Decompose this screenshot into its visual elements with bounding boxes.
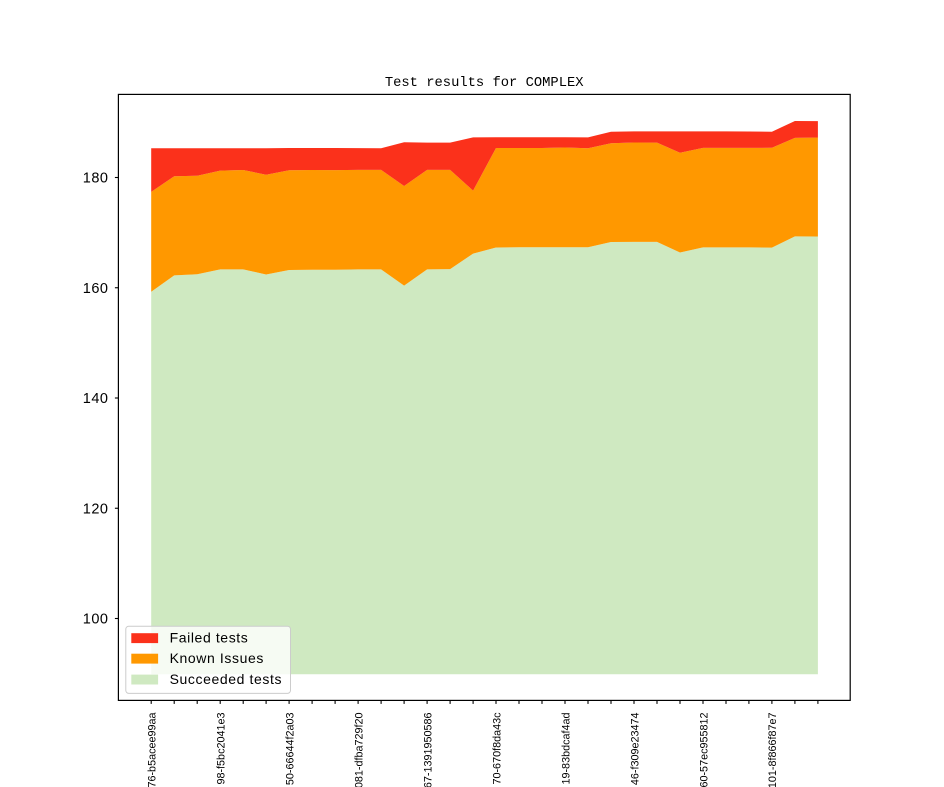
- svg-text:101-8f866f87e7: 101-8f866f87e7: [767, 713, 779, 787]
- svg-text:081-dfba729f20: 081-dfba729f20: [353, 713, 365, 787]
- svg-text:76-b5acee99aa: 76-b5acee99aa: [147, 713, 159, 787]
- svg-text:50-66644f2a03: 50-66644f2a03: [284, 713, 296, 786]
- svg-text:167-1391950586: 167-1391950586: [422, 713, 434, 787]
- svg-text:70-670f8da43c: 70-670f8da43c: [491, 712, 503, 785]
- svg-text:19-83bdcaf4ad: 19-83bdcaf4ad: [560, 713, 572, 785]
- svg-text:120: 120: [83, 502, 109, 518]
- svg-text:98-f5bc2041e3: 98-f5bc2041e3: [216, 713, 228, 785]
- svg-text:Test results for COMPLEX: Test results for COMPLEX: [385, 75, 584, 91]
- svg-text:Succeeded tests: Succeeded tests: [170, 671, 283, 687]
- svg-text:60-57ec955812: 60-57ec955812: [698, 713, 710, 787]
- svg-text:180: 180: [83, 171, 109, 187]
- svg-text:140: 140: [83, 391, 109, 407]
- svg-text:Known Issues: Known Issues: [170, 650, 264, 666]
- svg-text:100: 100: [83, 612, 109, 628]
- svg-text:46-f309e23474: 46-f309e23474: [629, 713, 641, 786]
- svg-text:Failed tests: Failed tests: [170, 629, 249, 645]
- svg-text:160: 160: [83, 281, 109, 297]
